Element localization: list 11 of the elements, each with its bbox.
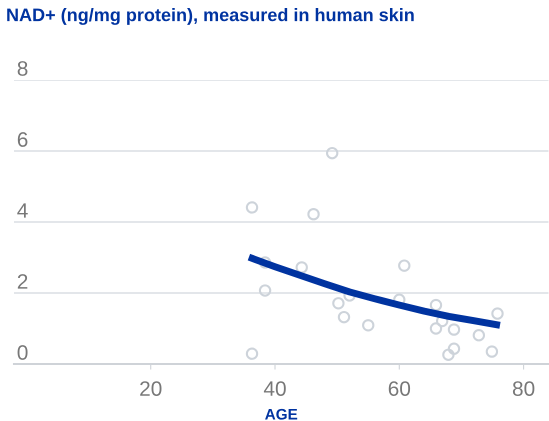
y-tick-label: 2 xyxy=(18,274,28,289)
x-tick-label: 60 xyxy=(388,381,410,396)
x-tick-label: 40 xyxy=(264,381,286,396)
x-tick-label: 20 xyxy=(140,381,162,396)
y-tick-label: 6 xyxy=(18,132,28,147)
chart-title: NAD+ (ng/mg protein), measured in human skin xyxy=(7,8,414,25)
y-tick-label: 0 xyxy=(18,345,28,360)
x-axis-title: AGE xyxy=(265,408,298,420)
y-tick-label: 4 xyxy=(17,203,28,218)
y-tick-label: 8 xyxy=(18,61,28,76)
x-tick-label: 80 xyxy=(512,381,534,396)
